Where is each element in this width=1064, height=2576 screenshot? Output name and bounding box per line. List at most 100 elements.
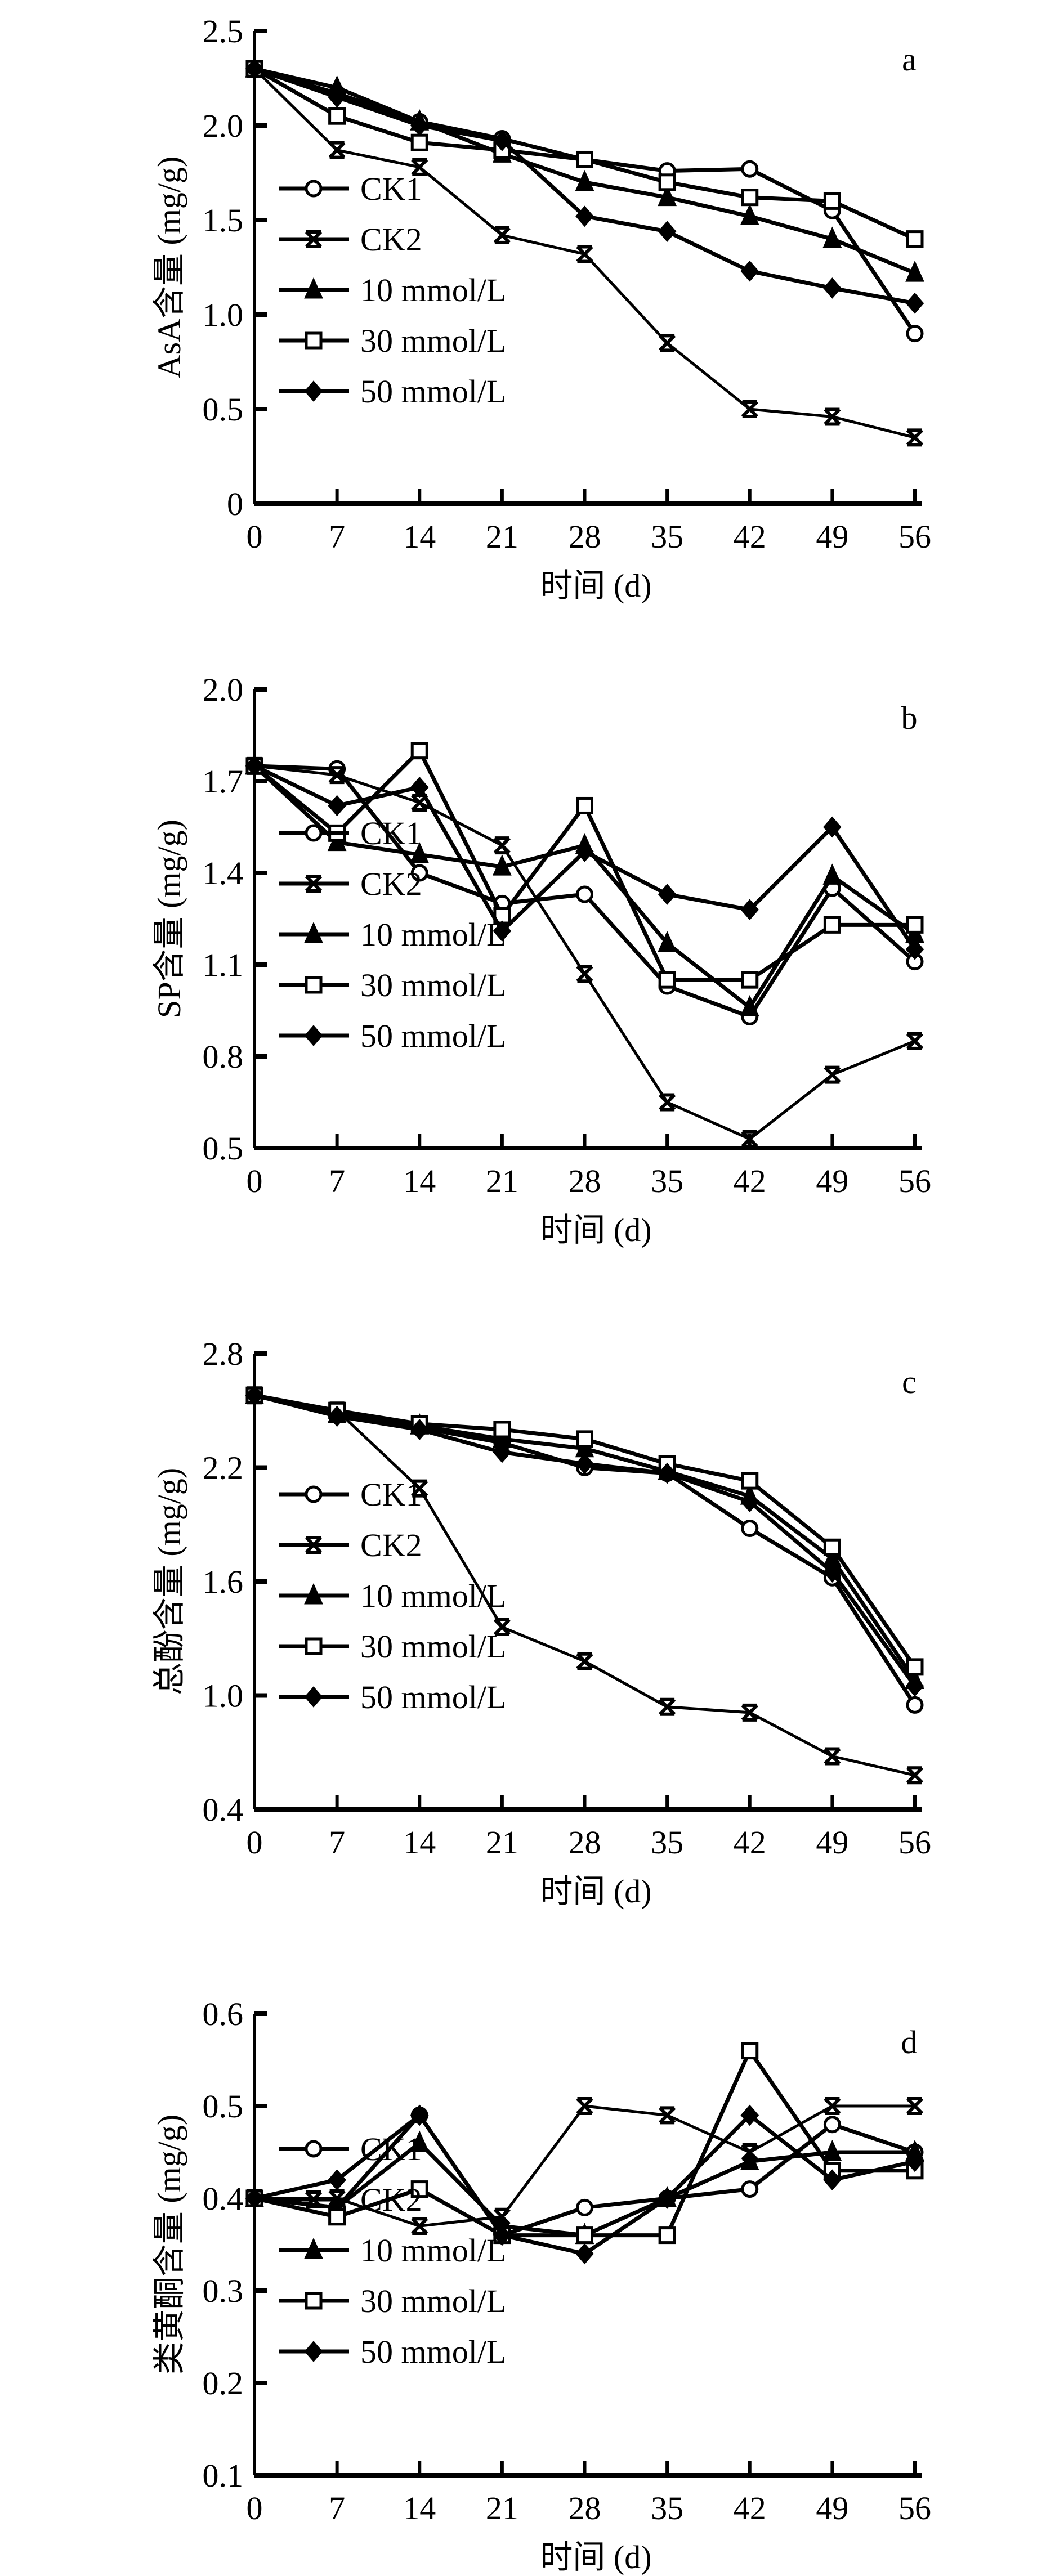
data-point [824, 1065, 841, 1084]
data-point [906, 916, 924, 934]
data-point [576, 885, 593, 903]
data-point [575, 205, 594, 227]
legend-item: 30 mmol/L [279, 322, 506, 359]
x-tick-label: 35 [651, 518, 683, 555]
data-point [410, 2180, 428, 2198]
data-point [906, 1658, 924, 1676]
legend-label: 30 mmol/L [360, 322, 506, 359]
data-point [575, 841, 594, 862]
legend-marker [305, 230, 323, 248]
y-tick-label: 0 [227, 486, 243, 522]
data-point [245, 755, 264, 777]
data-point [823, 192, 841, 210]
y-tick-label: 1.0 [203, 1678, 244, 1714]
x-axis-title: 时间 (d) [540, 1212, 651, 1248]
x-tick-label: 28 [569, 2490, 601, 2526]
data-point [659, 2106, 676, 2125]
x-tick-label: 21 [486, 2490, 518, 2526]
x-tick-label: 42 [734, 1163, 766, 1199]
legend-label: 30 mmol/L [360, 1628, 506, 1665]
data-point [822, 226, 842, 248]
x-tick-label: 35 [651, 2490, 683, 2526]
data-point [576, 796, 593, 814]
panel-label: d [901, 2024, 918, 2060]
legend-marker [304, 2341, 323, 2362]
data-point [328, 107, 346, 125]
x-tick-label: 49 [816, 2490, 848, 2526]
data-point [741, 1130, 758, 1148]
data-point [822, 2139, 842, 2161]
series-line [253, 747, 915, 982]
legend-item: CK2 [279, 221, 422, 258]
legend: CK1 CK2 10 mmol/L 30 mmol/L 50 mmol/L [279, 171, 506, 410]
legend-item: 10 mmol/L [279, 916, 506, 953]
y-tick-label: 1.1 [203, 947, 244, 983]
legend-label: 30 mmol/L [360, 967, 506, 1003]
chart-svg-d: 0.1 0.2 0.3 0.4 0.5 0.6 0 7 14 21 28 35 42 49 56 时间 (d)… [151, 1996, 931, 2575]
data-point [576, 2097, 593, 2115]
legend-item: CK1 [279, 1476, 422, 1513]
x-tick-label: 14 [403, 1824, 436, 1861]
data-point [906, 1032, 924, 1050]
data-point [493, 1421, 511, 1439]
legend-label: 50 mmol/L [360, 373, 506, 410]
legend: CK1 CK2 10 mmol/L 30 mmol/L 50 mmol/L [279, 815, 506, 1054]
data-point [741, 971, 759, 989]
data-point [659, 334, 676, 352]
series-ck2 [245, 756, 924, 1148]
x-tick-label: 7 [329, 1824, 345, 1861]
legend-marker [305, 2190, 323, 2208]
data-point [410, 864, 428, 882]
x-tick-label: 28 [569, 1163, 601, 1199]
data-point [906, 428, 924, 447]
x-tick-label: 14 [403, 518, 436, 555]
data-point [410, 115, 429, 136]
x-tick-label: 14 [403, 2490, 436, 2526]
legend-label: 50 mmol/L [360, 1018, 506, 1054]
data-point [823, 2169, 842, 2191]
data-point [576, 965, 593, 983]
legend-item: CK2 [279, 2181, 422, 2218]
legend-marker [304, 1025, 323, 1046]
data-point [493, 130, 512, 151]
data-point [741, 189, 759, 207]
legend-item: 30 mmol/L [279, 2283, 506, 2319]
legend-label: 50 mmol/L [360, 1679, 506, 1715]
data-point [905, 939, 924, 960]
data-point [411, 2217, 428, 2235]
legend-label: CK1 [360, 815, 422, 852]
x-axis-title: 时间 (d) [540, 567, 651, 604]
legend-marker [305, 875, 323, 893]
chart-svg-b: 0.5 0.8 1.1 1.4 1.7 2.0 0 7 14 21 28 35 42 49 56 时间 (d)… [151, 671, 931, 1248]
x-axis-title: 时间 (d) [540, 2539, 651, 2575]
data-point [410, 2104, 429, 2126]
legend-item: CK1 [279, 2131, 422, 2167]
y-tick-label: 0.5 [203, 2088, 244, 2125]
x-tick-label: 7 [329, 1163, 345, 1199]
legend-marker [305, 1485, 323, 1503]
data-point [493, 2224, 512, 2246]
x-tick-label: 7 [329, 518, 345, 555]
data-point [823, 816, 842, 838]
data-point [741, 2042, 759, 2060]
data-point [576, 1430, 593, 1448]
y-tick-label: 2.2 [203, 1450, 244, 1486]
data-point [659, 1697, 676, 1716]
data-point [906, 1696, 924, 1714]
legend-marker [304, 277, 323, 299]
data-point [906, 2097, 924, 2115]
series-50-mmol-l [245, 1385, 924, 1697]
data-point [328, 86, 346, 108]
data-point [575, 169, 594, 191]
data-point [328, 1405, 346, 1427]
data-point [493, 854, 512, 876]
y-tick-label: 1.4 [203, 855, 244, 891]
data-point [493, 226, 511, 244]
data-point [328, 766, 346, 785]
data-point [658, 884, 677, 905]
chart-svg-c: 0.4 1.0 1.6 2.2 2.8 0 7 14 21 28 35 42 49 56 时间 (d) 总酚含… [151, 1336, 931, 1910]
legend-marker [305, 1637, 323, 1655]
legend-item: 30 mmol/L [279, 967, 506, 1003]
legend-marker [305, 2140, 323, 2158]
data-point [575, 2243, 594, 2265]
